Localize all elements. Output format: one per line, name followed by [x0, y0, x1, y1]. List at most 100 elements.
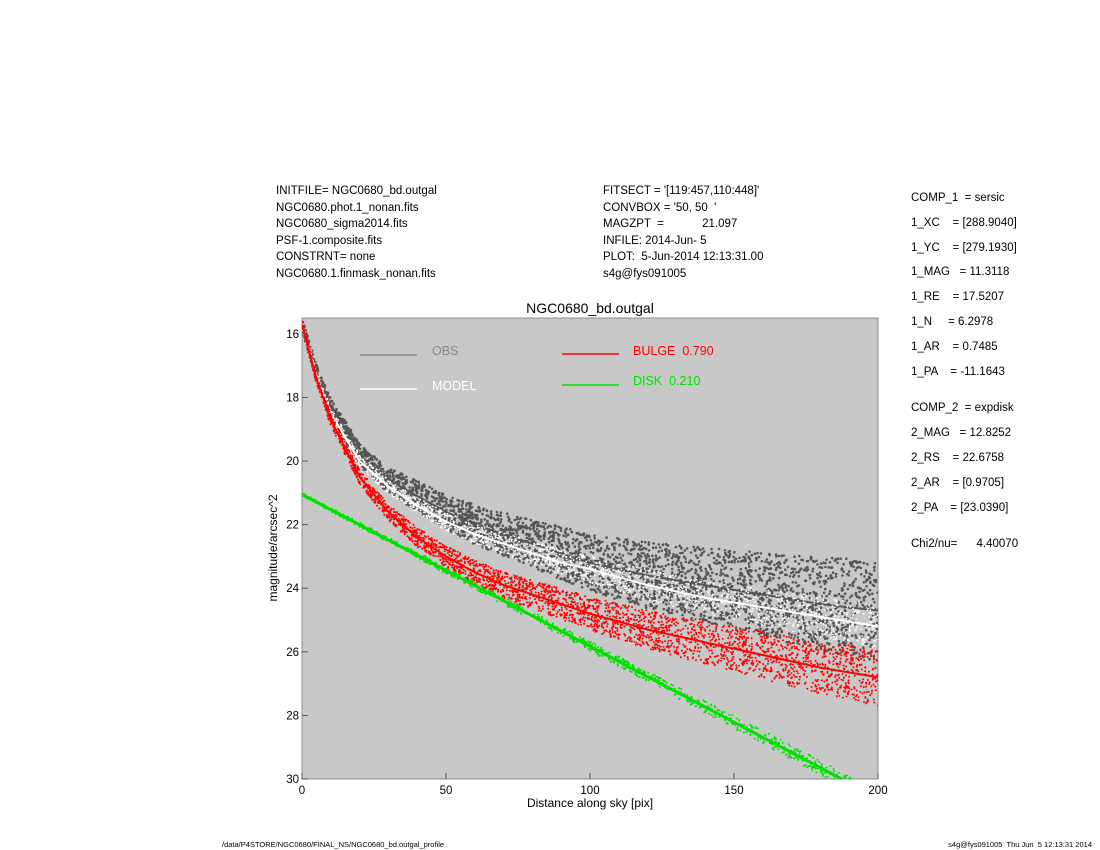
data-point [409, 480, 413, 484]
data-point [570, 530, 574, 534]
data-point [757, 600, 760, 603]
data-point [577, 545, 581, 548]
data-point [719, 613, 722, 617]
data-point [840, 595, 843, 598]
data-point [602, 579, 604, 582]
data-point [554, 525, 557, 528]
data-point [793, 597, 796, 600]
data-point [733, 550, 736, 554]
data-point [747, 591, 750, 594]
data-point [485, 522, 488, 526]
data-point [843, 609, 847, 612]
data-point [515, 531, 519, 535]
data-point [621, 554, 625, 557]
data-point [699, 576, 702, 580]
data-point [554, 571, 556, 574]
data-point [571, 569, 574, 572]
data-point [801, 619, 803, 622]
data-point [557, 534, 560, 537]
data-point [808, 609, 811, 612]
data-point [699, 565, 703, 569]
data-point [816, 596, 819, 599]
data-point [435, 521, 437, 524]
data-point [653, 590, 656, 593]
data-point [644, 575, 647, 577]
data-point [568, 571, 571, 574]
data-point [777, 583, 780, 587]
data-point [872, 616, 875, 618]
data-point [723, 594, 726, 597]
data-point [644, 596, 647, 600]
data-point [378, 473, 381, 475]
data-point [447, 527, 450, 530]
data-point [448, 517, 451, 521]
data-point [504, 553, 507, 557]
data-point [772, 573, 776, 577]
data-point [778, 676, 781, 679]
data-point [810, 631, 813, 634]
header-magzpt: MAGZPT = 21.097 [603, 218, 738, 230]
data-point [537, 537, 540, 540]
data-point [516, 517, 519, 521]
data-point [539, 550, 542, 553]
data-point [417, 502, 419, 505]
data-point [630, 640, 633, 643]
data-point [718, 555, 721, 559]
data-point [467, 527, 470, 529]
data-point [503, 538, 506, 542]
data-point [763, 610, 765, 612]
data-point [611, 593, 614, 596]
data-point [355, 438, 359, 442]
data-point [679, 551, 682, 555]
data-point [616, 629, 619, 632]
data-point [787, 617, 790, 619]
data-point [816, 626, 819, 628]
data-point [345, 426, 349, 430]
data-point [558, 567, 561, 570]
data-point [858, 590, 861, 594]
data-point [638, 589, 641, 592]
data-point [766, 620, 769, 624]
data-point [644, 577, 647, 579]
data-point [633, 576, 636, 578]
data-point [846, 587, 850, 591]
data-point [663, 590, 666, 592]
data-point [689, 583, 693, 587]
data-point [668, 549, 671, 552]
data-point [481, 526, 483, 529]
data-point [848, 626, 851, 628]
data-point [573, 551, 577, 555]
data-point [715, 572, 718, 576]
data-point [729, 595, 732, 598]
data-point [812, 681, 814, 684]
data-point [452, 509, 456, 512]
data-point [469, 506, 473, 510]
data-point [738, 627, 742, 630]
data-point [457, 507, 461, 511]
data-point [873, 619, 876, 622]
data-point [778, 634, 782, 637]
data-point [532, 547, 535, 550]
data-point [826, 630, 829, 632]
data-point [826, 641, 829, 645]
data-point [866, 609, 869, 612]
data-point [854, 577, 857, 581]
data-point [783, 620, 786, 623]
data-point [315, 364, 319, 368]
data-point [862, 638, 865, 640]
data-point [539, 535, 542, 538]
data-point [833, 559, 837, 562]
data-point [456, 531, 459, 533]
data-point [440, 526, 443, 529]
data-point [640, 551, 644, 555]
data-point [692, 545, 695, 549]
data-point [604, 592, 608, 595]
data-point [726, 595, 729, 597]
data-point [378, 460, 382, 463]
data-point [807, 627, 810, 630]
data-point [852, 651, 856, 655]
data-point [710, 571, 714, 575]
data-point [842, 622, 845, 625]
data-point [808, 604, 810, 606]
data-point [643, 568, 646, 570]
